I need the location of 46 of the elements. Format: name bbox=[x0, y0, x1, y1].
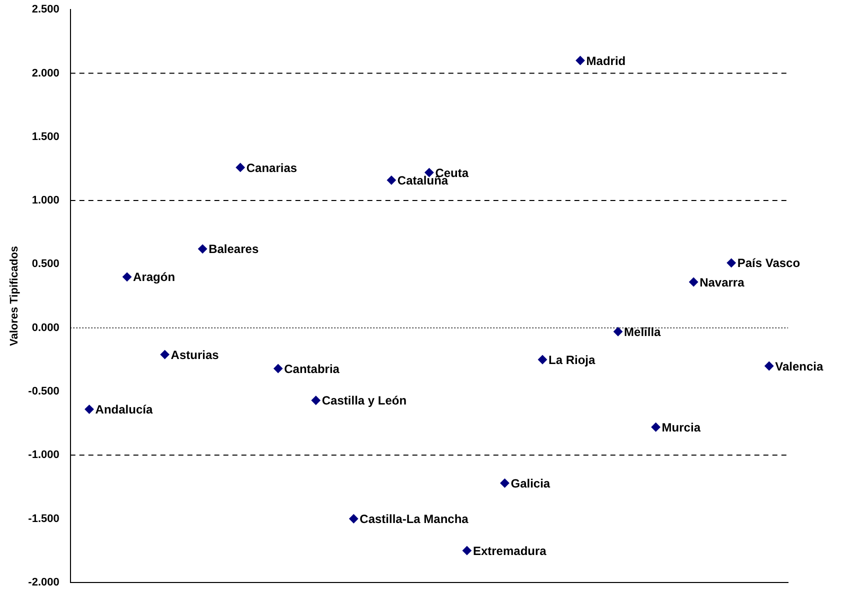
point bbox=[386, 176, 396, 185]
y-axis-title: Valores Tipificados bbox=[8, 246, 21, 346]
series-label: Aragón bbox=[133, 270, 176, 284]
y-tick-label: 2.000 bbox=[32, 67, 60, 80]
point bbox=[538, 355, 547, 364]
series-label: Castilla y León bbox=[322, 394, 407, 408]
point bbox=[122, 272, 132, 282]
y-tick-label: 0.500 bbox=[32, 258, 60, 270]
point bbox=[726, 258, 736, 268]
point bbox=[198, 244, 208, 254]
point bbox=[84, 404, 94, 414]
point bbox=[274, 364, 283, 374]
point bbox=[349, 514, 358, 524]
series-label: Canarias bbox=[246, 160, 298, 175]
y-tick-label: 2.500 bbox=[32, 4, 60, 16]
point bbox=[764, 362, 774, 371]
series-label: Murcia bbox=[662, 420, 701, 434]
point bbox=[614, 327, 623, 336]
series-label: Galicia bbox=[510, 476, 550, 490]
y-tick-label: -1.000 bbox=[28, 449, 60, 462]
series-label: Asturias bbox=[170, 348, 220, 362]
series-label: País Vasco bbox=[737, 256, 800, 270]
series-label: Valencia bbox=[775, 359, 824, 374]
point bbox=[462, 546, 472, 556]
series-label: Castilla-La Mancha bbox=[360, 512, 469, 526]
series-label: Melilla bbox=[624, 324, 662, 339]
series-label: La Rioja bbox=[548, 352, 596, 367]
point bbox=[689, 278, 698, 286]
y-tick-label: 1.000 bbox=[32, 194, 60, 207]
series-label: Extremadura bbox=[472, 544, 547, 558]
point bbox=[236, 162, 245, 172]
point bbox=[311, 396, 320, 405]
series-label: Navarra bbox=[700, 275, 745, 290]
point bbox=[576, 56, 585, 66]
y-tick-label: 0.000 bbox=[32, 322, 60, 334]
point bbox=[651, 422, 660, 432]
y-tick-label: -2.000 bbox=[28, 576, 60, 588]
y-tick-label: 1.500 bbox=[32, 130, 60, 143]
series-label: Baleares bbox=[208, 242, 259, 256]
y-tick-label: -1.500 bbox=[28, 512, 60, 525]
point bbox=[500, 478, 510, 488]
series-label: Andalucía bbox=[95, 402, 153, 417]
y-tick-label: -0.500 bbox=[28, 386, 60, 398]
series-label: Cantabria bbox=[284, 362, 340, 376]
point bbox=[160, 350, 170, 360]
series-label: Madrid bbox=[586, 54, 626, 68]
